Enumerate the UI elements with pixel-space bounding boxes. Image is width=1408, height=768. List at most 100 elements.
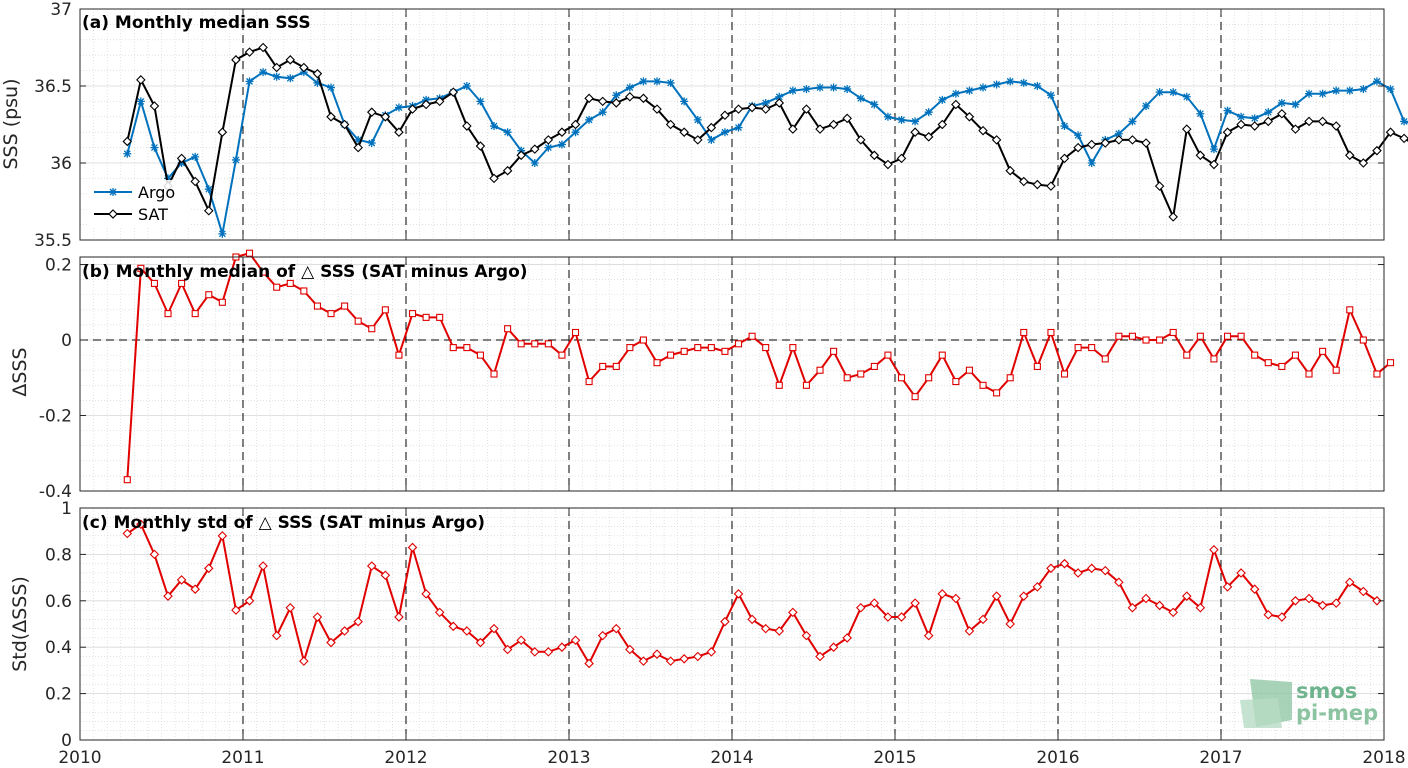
x-tick-label: 2012 xyxy=(384,748,427,768)
data-point xyxy=(883,159,893,170)
data-point xyxy=(680,97,689,106)
data-point xyxy=(1086,563,1097,574)
data-point xyxy=(1169,88,1178,97)
data-point xyxy=(1154,600,1165,611)
data-point xyxy=(1196,109,1205,118)
data-point xyxy=(1181,124,1192,134)
data-point xyxy=(1237,332,1245,340)
data-point xyxy=(149,101,160,111)
data-point xyxy=(1128,332,1136,340)
data-point xyxy=(1033,362,1041,371)
data-point xyxy=(951,593,961,604)
data-point xyxy=(774,98,785,108)
data-point xyxy=(475,141,486,151)
data-point xyxy=(531,340,539,348)
data-point xyxy=(1088,344,1096,352)
data-point xyxy=(463,344,471,352)
data-point xyxy=(1291,100,1300,109)
data-point xyxy=(842,633,852,643)
data-point xyxy=(1020,328,1028,337)
data-point xyxy=(258,561,268,571)
data-point xyxy=(923,132,934,142)
data-point xyxy=(529,144,540,154)
data-point xyxy=(1358,586,1369,597)
data-point xyxy=(503,128,512,137)
data-point xyxy=(584,658,594,669)
y-tick-label: 0.4 xyxy=(45,638,72,658)
x-tick-label: 2010 xyxy=(58,748,101,768)
data-point xyxy=(394,103,403,112)
data-point xyxy=(828,119,839,130)
panel-b-title: (b) Monthly median of △ SSS (SAT minus A… xyxy=(82,262,528,282)
data-point xyxy=(204,185,213,194)
data-point xyxy=(1100,138,1111,148)
data-point xyxy=(802,381,810,389)
data-point xyxy=(1305,89,1314,98)
data-point xyxy=(231,55,241,65)
data-point xyxy=(1156,336,1164,344)
data-point xyxy=(924,108,933,117)
data-point xyxy=(1073,142,1083,153)
data-point xyxy=(1263,609,1274,620)
y-tick-label: 0 xyxy=(61,331,72,351)
data-point xyxy=(448,87,459,97)
data-point xyxy=(205,291,213,299)
data-point xyxy=(380,112,391,122)
data-point xyxy=(734,340,743,348)
panel-c: 2010 2011 2012 2013 2014 2015 2016 2017 2018 0 0.2… xyxy=(9,499,1406,768)
data-point xyxy=(1304,116,1314,127)
data-point xyxy=(272,72,281,81)
data-point xyxy=(1114,129,1123,138)
data-point xyxy=(733,104,744,114)
data-point xyxy=(639,77,648,86)
data-point xyxy=(599,362,607,371)
data-point xyxy=(897,374,906,382)
data-point xyxy=(964,626,975,636)
panel-c-ylabel: Std(ΔSSS) xyxy=(9,576,31,672)
data-point xyxy=(937,589,948,599)
panel-c-title: (c) Monthly std of △ SSS (SAT minus Argo… xyxy=(82,513,485,533)
data-point xyxy=(1358,158,1369,168)
data-point xyxy=(529,647,540,657)
data-point xyxy=(1277,612,1287,622)
panel-b-ylabel: ΔSSS xyxy=(9,347,31,396)
data-point xyxy=(1332,86,1341,95)
data-point xyxy=(910,127,920,137)
x-tick-label: 2017 xyxy=(1199,748,1242,768)
data-point xyxy=(1168,607,1178,618)
panel-a-ylabel: SSS (psu) xyxy=(0,78,22,169)
data-point xyxy=(1317,116,1328,127)
data-point xyxy=(368,325,376,333)
data-point xyxy=(774,626,785,636)
y-tick-label: 0.6 xyxy=(45,592,72,612)
data-point xyxy=(829,83,838,92)
data-point xyxy=(380,570,391,581)
data-point xyxy=(245,77,254,86)
data-point xyxy=(462,82,471,90)
data-point xyxy=(802,85,811,94)
data-point xyxy=(652,104,662,114)
data-point xyxy=(828,642,839,652)
data-point xyxy=(978,125,988,136)
data-point xyxy=(1059,153,1070,164)
data-point xyxy=(870,100,879,109)
data-point xyxy=(1249,121,1260,131)
data-point xyxy=(1127,602,1138,613)
data-point xyxy=(271,630,282,641)
data-point xyxy=(354,317,362,325)
data-point xyxy=(285,602,296,613)
y-tick-label: 0.8 xyxy=(45,545,72,565)
data-point xyxy=(979,83,988,92)
data-point xyxy=(692,135,703,145)
data-point xyxy=(502,165,513,176)
data-point xyxy=(1169,328,1177,337)
logo-text-pi-mep: pi-mep xyxy=(1296,701,1378,725)
data-point xyxy=(1331,121,1341,131)
data-point xyxy=(190,176,200,187)
data-point xyxy=(721,347,729,355)
data-point xyxy=(203,205,214,216)
data-point xyxy=(1087,159,1096,167)
data-point xyxy=(625,92,635,102)
data-point xyxy=(476,351,484,359)
data-point xyxy=(271,62,282,73)
